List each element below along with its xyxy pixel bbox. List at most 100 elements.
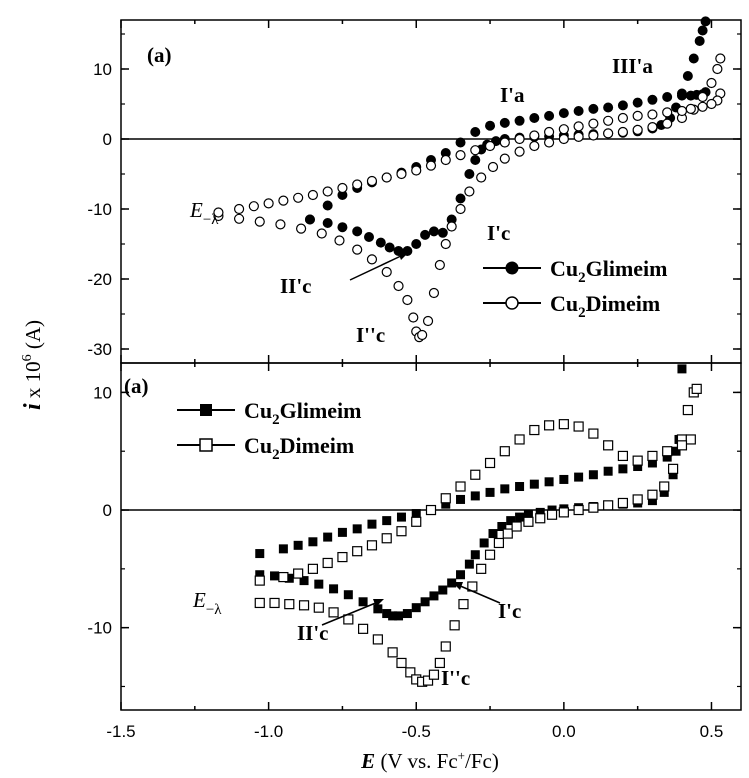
- data-point-dimeim: [352, 244, 363, 255]
- x-tick-label: -0.5: [402, 722, 431, 741]
- data-point-glimeim: [329, 584, 339, 594]
- annotation-elambda-bottom: E−λ: [192, 588, 222, 618]
- x-tick-label: 0.5: [700, 722, 724, 741]
- data-point-glimeim: [428, 226, 439, 237]
- data-point-glimeim: [293, 540, 303, 550]
- bottom-legend: Cu2Glimeim Cu2Dimeim: [177, 398, 362, 463]
- data-point-dimeim: [425, 504, 437, 516]
- data-point-dimeim: [233, 203, 245, 215]
- data-point-dimeim: [464, 186, 475, 197]
- data-point-glimeim: [456, 494, 466, 504]
- data-point-glimeim: [515, 512, 525, 522]
- data-point-glimeim: [420, 597, 430, 607]
- data-point-dimeim: [662, 118, 673, 129]
- data-point-glimeim: [588, 470, 598, 480]
- x-label-main: E: [360, 749, 375, 773]
- data-point-dimeim: [697, 91, 708, 103]
- data-point-dimeim: [647, 109, 658, 120]
- data-point-glimeim: [523, 510, 533, 520]
- y-tick-label: 0: [103, 130, 112, 149]
- data-point-dimeim: [298, 600, 310, 611]
- data-point-dimeim: [428, 669, 440, 680]
- legend-top-dim-base: Cu: [550, 291, 578, 316]
- data-point-dimeim: [685, 434, 696, 445]
- data-point-dimeim: [322, 557, 333, 569]
- data-point-dimeim: [352, 546, 363, 557]
- data-point-glimeim: [455, 137, 466, 148]
- data-point-glimeim: [284, 573, 294, 583]
- data-point-glimeim: [514, 115, 525, 126]
- data-point-dimeim: [617, 497, 629, 509]
- data-point-dimeim: [697, 101, 708, 112]
- data-point-glimeim: [618, 464, 628, 474]
- data-point-dimeim: [417, 329, 428, 341]
- x-axis-label: E (V vs. Fc+/Fc): [360, 748, 499, 773]
- data-point-glimeim: [671, 446, 681, 456]
- x-tick-label: 0.0: [552, 722, 576, 741]
- data-point-glimeim: [668, 470, 678, 480]
- data-point-dimeim: [411, 165, 422, 176]
- top-panel: -30 -20 -10 0 10 (a) I'a III'a I'c II'c I''c…: [87, 16, 742, 364]
- arrowhead-iic-top: [398, 252, 409, 260]
- data-point-glimeim: [529, 479, 539, 489]
- data-point-dimeim: [588, 428, 599, 439]
- x-label-pre: (V vs. Fc: [375, 749, 457, 773]
- data-point-dimeim: [334, 235, 345, 246]
- data-point-glimeim: [603, 102, 614, 113]
- y-tick-label: -30: [87, 340, 112, 359]
- data-point-glimeim: [535, 507, 545, 517]
- data-point-dimeim: [529, 140, 540, 152]
- data-point-glimeim: [558, 108, 569, 119]
- data-point-glimeim: [437, 227, 448, 238]
- data-point-dimeim: [278, 195, 289, 206]
- y-axis-label: i x 106 (A): [20, 320, 46, 410]
- annotation-ic-bottom: I'c: [498, 599, 521, 623]
- data-point-glimeim: [573, 106, 584, 116]
- data-point-glimeim: [358, 597, 368, 607]
- data-point-glimeim: [464, 169, 475, 179]
- data-point-dimeim: [632, 124, 643, 135]
- data-point-glimeim: [479, 538, 489, 548]
- data-point-glimeim: [402, 609, 412, 619]
- data-point-glimeim: [515, 482, 525, 492]
- legend-bot-glim-sub: 2: [272, 412, 280, 428]
- legend-marker-glimeim-top: [505, 261, 519, 275]
- data-point-glimeim: [447, 578, 457, 588]
- data-point-dimeim: [617, 112, 629, 124]
- data-point-dimeim: [425, 160, 437, 171]
- data-point-dimeim: [422, 675, 434, 686]
- data-point-glimeim: [544, 477, 554, 487]
- elambda-bottom-sub: −λ: [206, 602, 222, 618]
- data-point-glimeim: [384, 242, 395, 253]
- arrow-ic-bottom: [457, 584, 501, 604]
- data-point-glimeim: [662, 452, 672, 462]
- data-point-dimeim: [476, 172, 487, 183]
- data-point-glimeim: [700, 16, 711, 27]
- legend-label-glimeim-bottom: Cu2Glimeim: [244, 398, 362, 428]
- legend-marker-dimeim-top: [505, 296, 519, 310]
- arrow-iic-bottom: [321, 601, 379, 626]
- data-point-dimeim: [408, 312, 419, 323]
- data-point-glimeim: [456, 570, 466, 580]
- legend-top-dim-rest: Dimeim: [586, 291, 661, 316]
- data-point-dimeim: [603, 440, 614, 451]
- data-point-glimeim: [559, 474, 569, 484]
- data-point-dimeim: [514, 133, 525, 145]
- data-point-dimeim: [499, 137, 510, 148]
- elambda-top-main: E: [189, 198, 203, 222]
- data-point-glimeim: [373, 604, 383, 614]
- data-point-dimeim: [706, 98, 717, 110]
- legend-label-glimeim-top: Cu2Glimeim: [550, 256, 668, 286]
- data-point-dimeim: [307, 563, 319, 574]
- data-point-dimeim: [263, 198, 274, 209]
- data-point-dimeim: [352, 179, 363, 190]
- data-point-glimeim: [314, 579, 324, 589]
- data-point-glimeim: [499, 117, 510, 128]
- data-point-dimeim: [269, 597, 280, 609]
- elambda-bottom-main: E: [192, 588, 206, 612]
- data-point-glimeim: [647, 94, 658, 105]
- data-point-glimeim: [388, 611, 398, 621]
- data-point-dimeim: [405, 667, 416, 678]
- data-point-dimeim: [499, 153, 510, 164]
